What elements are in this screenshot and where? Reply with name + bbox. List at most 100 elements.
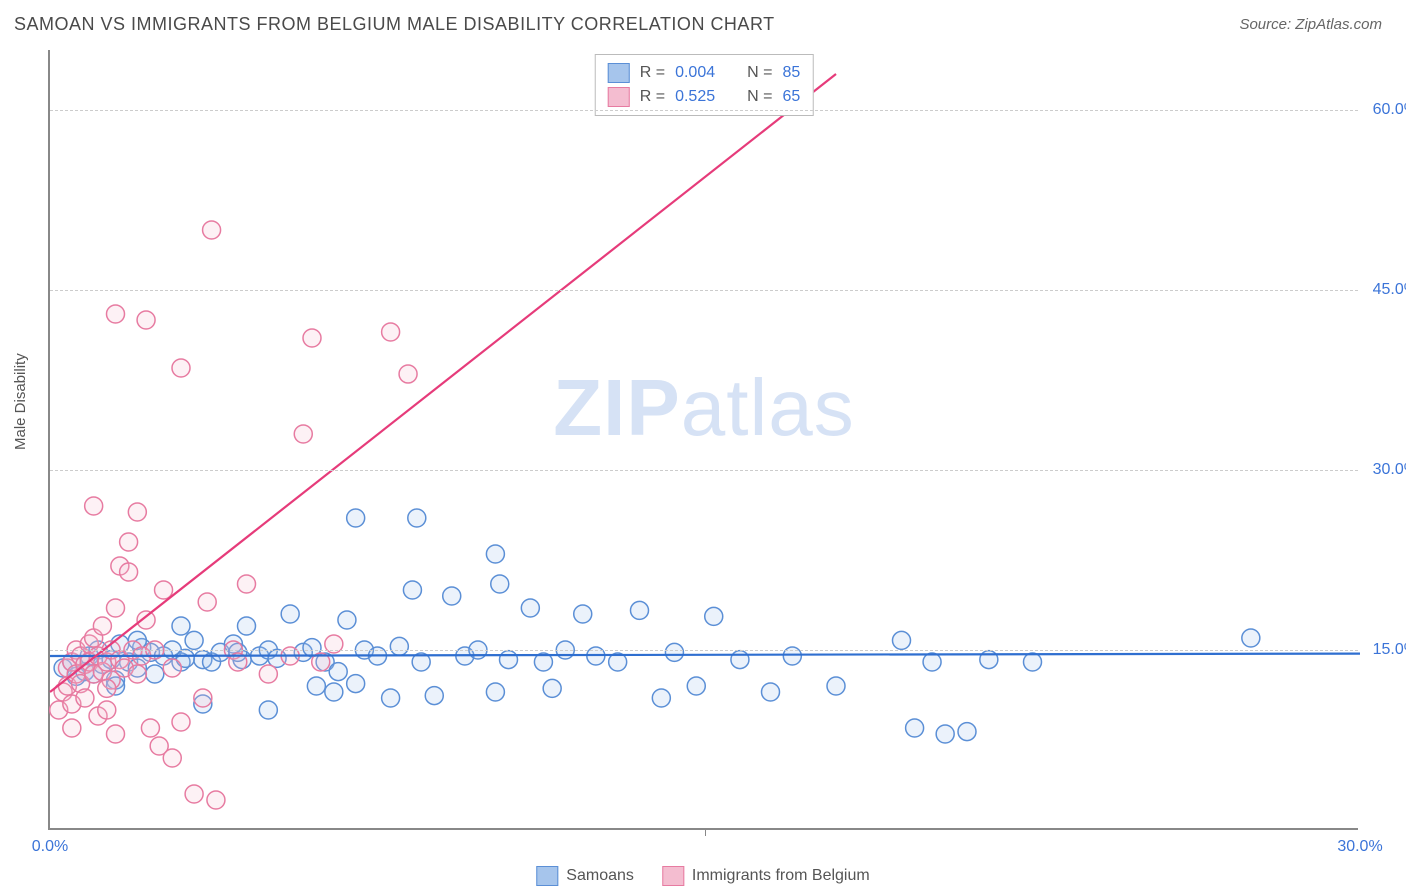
data-point <box>486 545 504 563</box>
data-point <box>141 719 159 737</box>
scatter-plot-svg <box>50 50 1358 828</box>
stat-n-label: N = <box>747 64 772 82</box>
chart-header: SAMOAN VS IMMIGRANTS FROM BELGIUM MALE D… <box>0 0 1406 45</box>
legend-series-label: Samoans <box>566 867 634 885</box>
data-point <box>185 631 203 649</box>
data-point <box>631 601 649 619</box>
data-point <box>574 605 592 623</box>
data-point <box>259 665 277 683</box>
y-tick-label: 30.0% <box>1373 461 1406 479</box>
data-point <box>486 683 504 701</box>
data-point <box>1242 629 1260 647</box>
y-tick-label: 60.0% <box>1373 101 1406 119</box>
gridline <box>50 290 1358 291</box>
data-point <box>128 503 146 521</box>
data-point <box>347 675 365 693</box>
chart-plot-area: ZIPatlas R =0.004N =85R =0.525N =65 15.0… <box>48 50 1358 830</box>
data-point <box>500 651 518 669</box>
data-point <box>137 311 155 329</box>
chart-source: Source: ZipAtlas.com <box>1239 16 1382 33</box>
data-point <box>172 359 190 377</box>
data-point <box>408 509 426 527</box>
data-point <box>1024 653 1042 671</box>
data-point <box>665 643 683 661</box>
legend-series-label: Immigrants from Belgium <box>692 867 870 885</box>
correlation-legend: R =0.004N =85R =0.525N =65 <box>595 54 814 116</box>
data-point <box>185 785 203 803</box>
data-point <box>155 581 173 599</box>
data-point <box>652 689 670 707</box>
legend-series-item: Immigrants from Belgium <box>662 866 870 886</box>
data-point <box>120 533 138 551</box>
gridline <box>50 470 1358 471</box>
data-point <box>390 637 408 655</box>
data-point <box>63 719 81 737</box>
data-point <box>687 677 705 695</box>
y-tick-label: 15.0% <box>1373 641 1406 659</box>
stat-r-label: R = <box>640 64 665 82</box>
stat-n-value: 85 <box>782 64 800 82</box>
data-point <box>107 305 125 323</box>
legend-swatch <box>536 866 558 886</box>
legend-stat-row: R = 0.004 N = 85 <box>608 61 801 85</box>
data-point <box>172 617 190 635</box>
data-point <box>705 607 723 625</box>
stat-n-label: N = <box>747 88 772 106</box>
data-point <box>137 611 155 629</box>
y-tick-label: 45.0% <box>1373 281 1406 299</box>
data-point <box>399 365 417 383</box>
legend-series-item: Samoans <box>536 866 634 886</box>
data-point <box>98 679 116 697</box>
data-point <box>128 665 146 683</box>
data-point <box>146 665 164 683</box>
data-point <box>294 425 312 443</box>
data-point <box>207 791 225 809</box>
data-point <box>403 581 421 599</box>
data-point <box>76 689 94 707</box>
data-point <box>338 611 356 629</box>
data-point <box>120 563 138 581</box>
data-point <box>382 689 400 707</box>
data-point <box>382 323 400 341</box>
x-tick-label: 0.0% <box>32 838 68 856</box>
data-point <box>85 497 103 515</box>
data-point <box>827 677 845 695</box>
gridline <box>50 110 1358 111</box>
legend-swatch <box>662 866 684 886</box>
data-point <box>194 689 212 707</box>
data-point <box>731 651 749 669</box>
data-point <box>98 701 116 719</box>
data-point <box>936 725 954 743</box>
data-point <box>893 631 911 649</box>
legend-swatch <box>608 63 630 83</box>
data-point <box>107 599 125 617</box>
data-point <box>923 653 941 671</box>
data-point <box>906 719 924 737</box>
chart-title: SAMOAN VS IMMIGRANTS FROM BELGIUM MALE D… <box>14 14 775 35</box>
data-point <box>172 713 190 731</box>
x-tick-label: 30.0% <box>1337 838 1382 856</box>
data-point <box>307 677 325 695</box>
data-point <box>425 687 443 705</box>
data-point <box>958 723 976 741</box>
data-point <box>281 605 299 623</box>
data-point <box>238 575 256 593</box>
data-point <box>491 575 509 593</box>
stat-r-value: 0.004 <box>675 64 715 82</box>
data-point <box>259 701 277 719</box>
data-point <box>238 617 256 635</box>
data-point <box>325 683 343 701</box>
data-point <box>198 593 216 611</box>
legend-swatch <box>608 87 630 107</box>
data-point <box>443 587 461 605</box>
data-point <box>203 221 221 239</box>
series-legend: Samoans Immigrants from Belgium <box>536 866 869 886</box>
x-tick-mark <box>705 828 706 836</box>
data-point <box>303 329 321 347</box>
stat-r-value: 0.525 <box>675 88 715 106</box>
gridline <box>50 650 1358 651</box>
data-point <box>347 509 365 527</box>
data-point <box>163 659 181 677</box>
data-point <box>543 679 561 697</box>
data-point <box>107 725 125 743</box>
